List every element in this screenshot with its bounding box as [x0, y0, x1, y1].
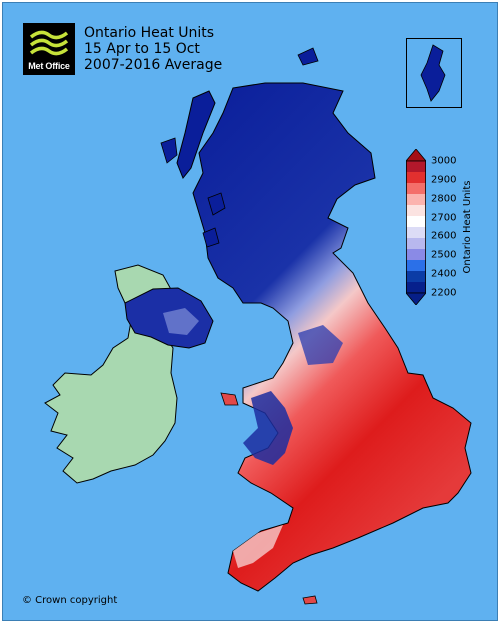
- colorbar-segment: [406, 260, 426, 272]
- title-line-3: 2007-2016 Average: [84, 57, 223, 73]
- title-line-1: Ontario Heat Units: [84, 25, 215, 41]
- shetland-inset-frame: [406, 38, 462, 108]
- colorbar-tick-label: 2500: [431, 249, 457, 261]
- colorbar-tick-label: 2400: [431, 268, 457, 280]
- colorbar-under-triangle: [406, 292, 426, 305]
- colorbar-tick-label: 2600: [431, 230, 457, 242]
- title-line-2: 15 Apr to 15 Oct: [84, 41, 200, 57]
- colorbar-segment: [406, 172, 426, 184]
- logo-text: Met Office: [28, 61, 70, 71]
- uk-map: [44, 44, 472, 605]
- colorbar-segment: [406, 205, 426, 217]
- colorbar-segment: [406, 216, 426, 228]
- colorbar: [406, 149, 426, 305]
- colorbar-segment: [406, 249, 426, 261]
- colorbar-segment: [406, 194, 426, 206]
- shetland-islands: [420, 44, 446, 102]
- met-office-wave-icon: [29, 30, 69, 56]
- met-office-logo: Met Office: [23, 23, 75, 75]
- colorbar-tick-label: 3000: [431, 155, 457, 167]
- outer-hebrides: [176, 90, 216, 179]
- colorbar-over-triangle: [406, 149, 426, 162]
- colorbar-label: Ontario Heat Units: [462, 180, 473, 274]
- copyright-notice: © Crown copyright: [22, 595, 118, 606]
- colorbar-segment: [406, 271, 426, 283]
- colorbar-segment: [406, 238, 426, 250]
- colorbar-tick-label: 2700: [431, 212, 457, 224]
- colorbar-tick-label: 2800: [431, 193, 457, 205]
- colorbar-segment: [406, 183, 426, 195]
- colorbar-tick-label: 2900: [431, 174, 457, 186]
- colorbar-segment: [406, 282, 426, 294]
- map-title: Ontario Heat Units 15 Apr to 15 Oct 2007…: [84, 25, 222, 73]
- colorbar-segment: [406, 227, 426, 239]
- colorbar-tick-label: 2200: [431, 287, 457, 299]
- colorbar-segment: [406, 161, 426, 173]
